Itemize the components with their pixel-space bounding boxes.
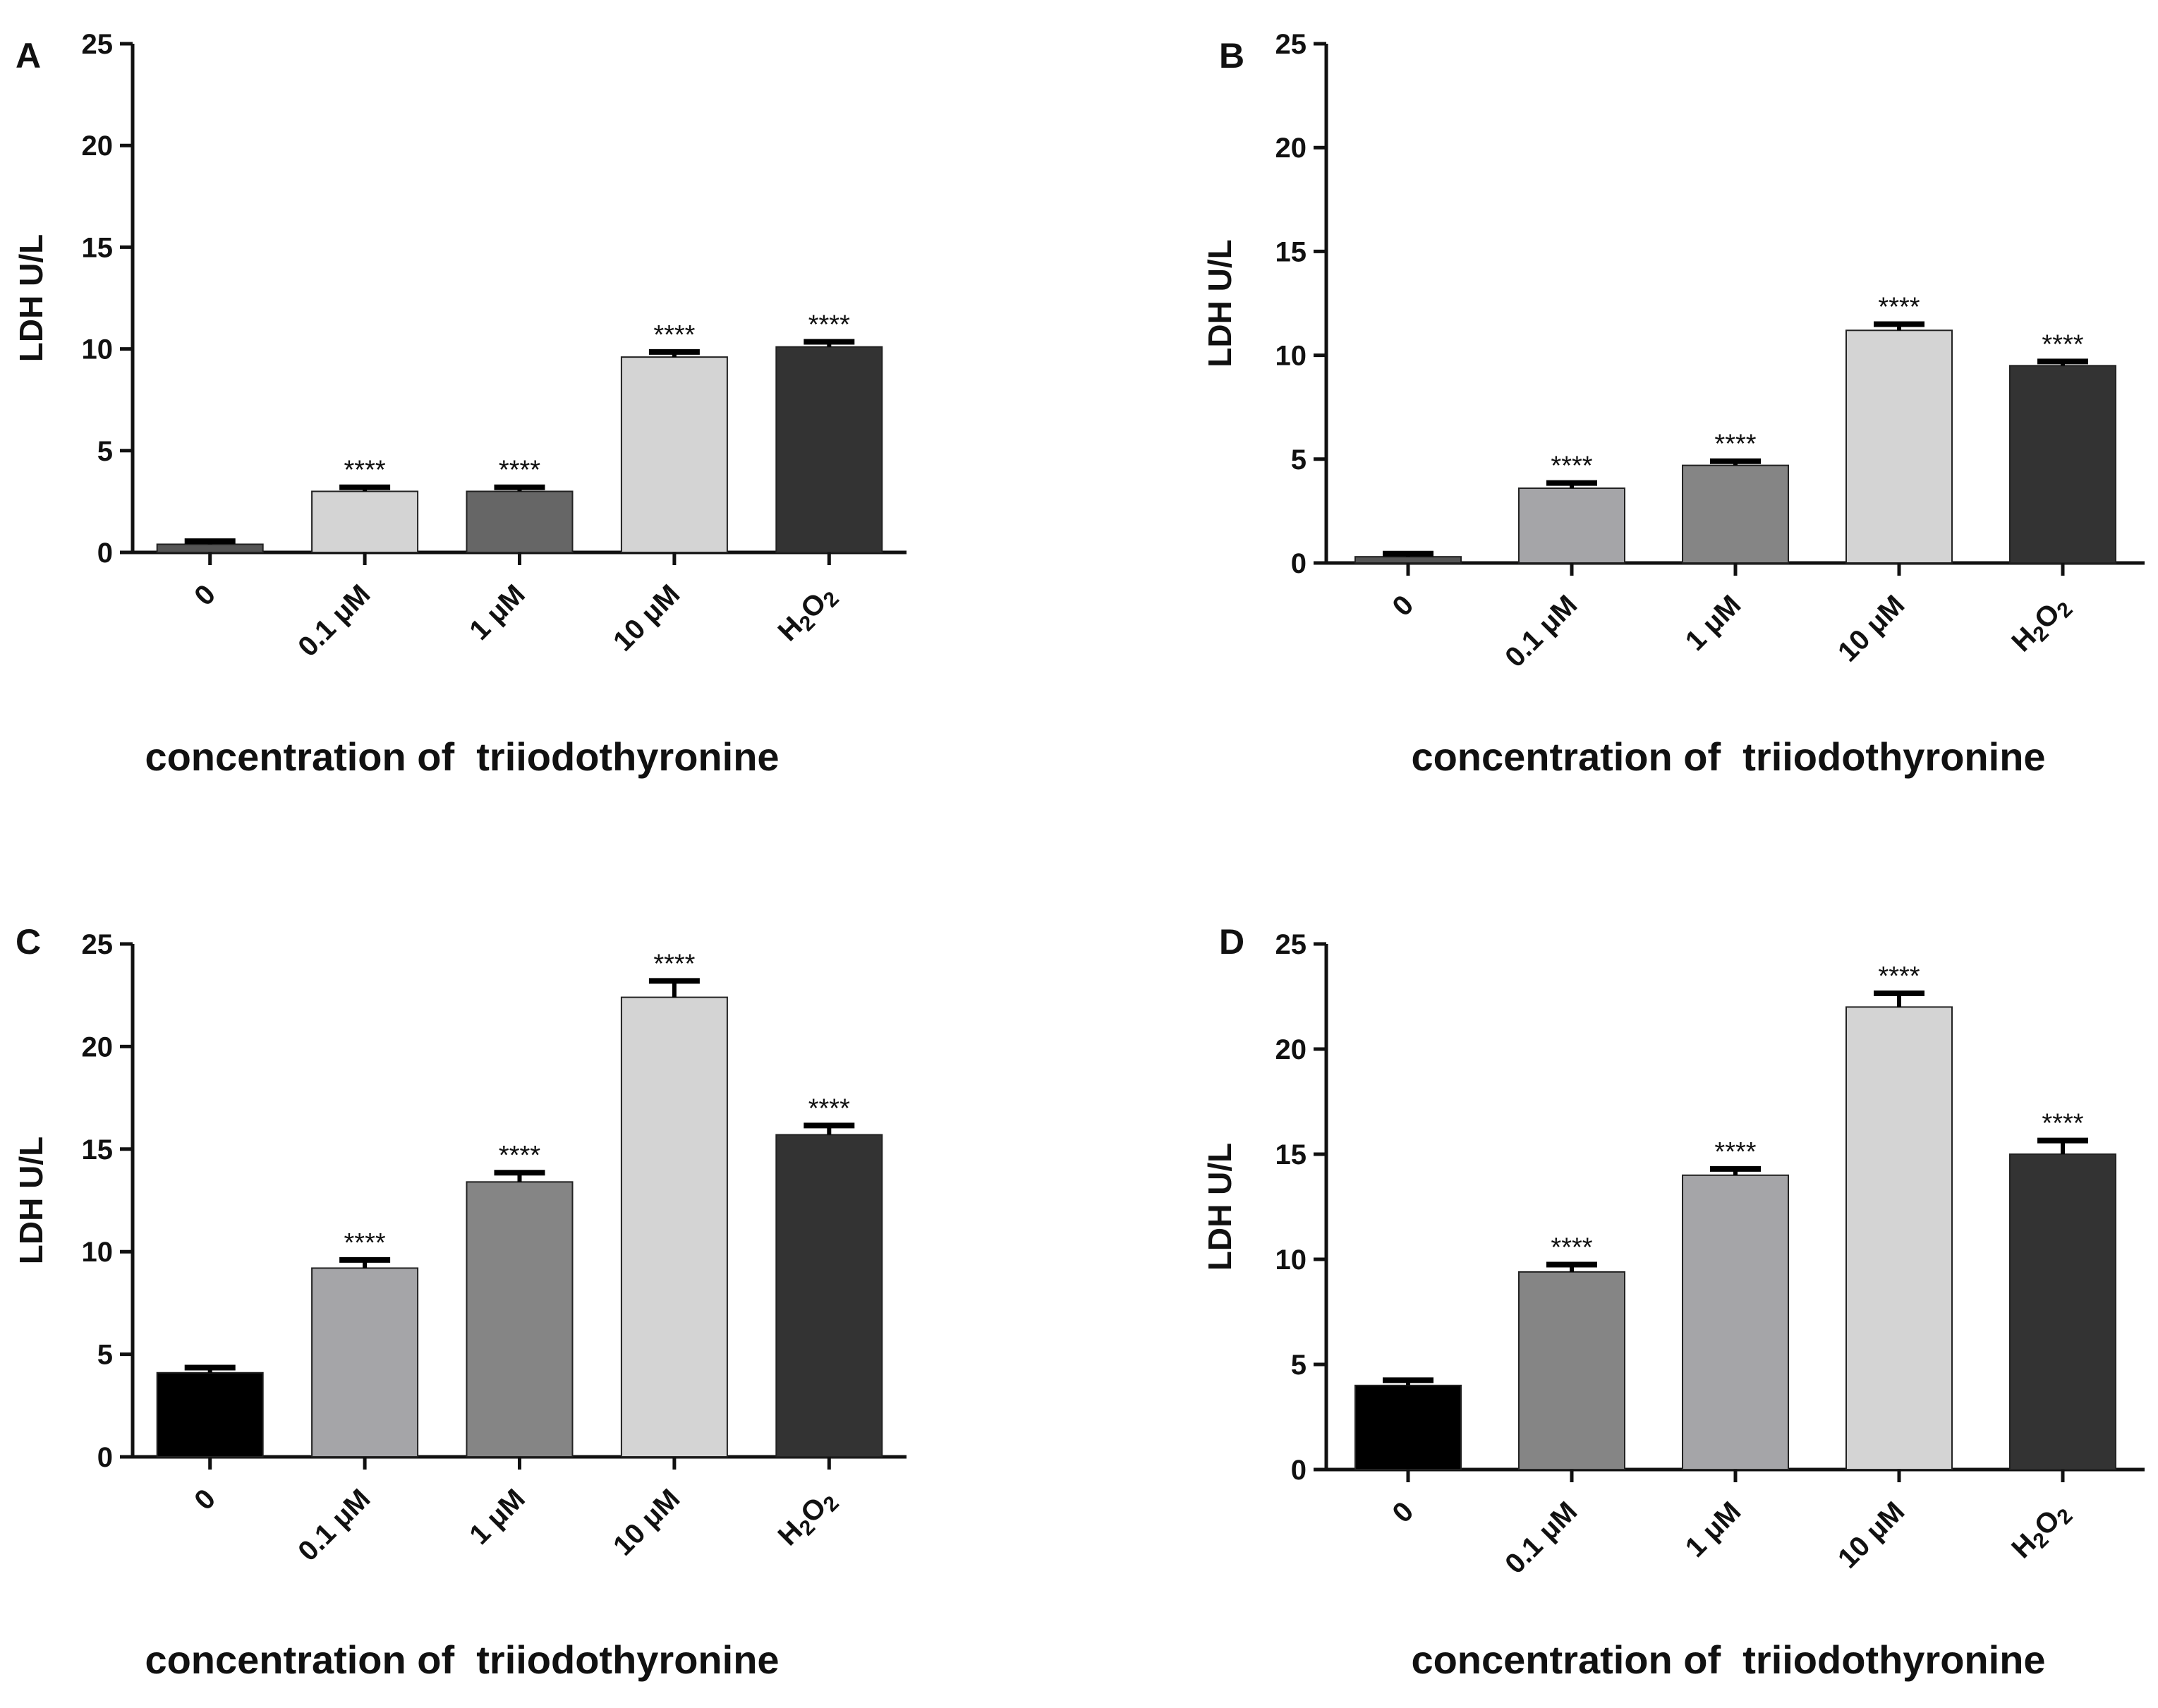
- bar: [1682, 464, 1789, 564]
- y-tick-label: 20: [1275, 1034, 1307, 1065]
- y-tick-label: 10: [1275, 1244, 1307, 1276]
- bar: [1518, 487, 1625, 564]
- panel-letter: B: [1219, 36, 1244, 75]
- y-tick-label: 0: [1291, 548, 1307, 579]
- x-axis-label: concentration of triiodothyronine: [1411, 734, 2045, 779]
- bar: [1354, 1384, 1462, 1471]
- y-axis-label: LDH U/L: [1201, 1143, 1238, 1271]
- significance-label: ****: [653, 320, 695, 350]
- panel-letter: D: [1219, 922, 1244, 962]
- significance-label: ****: [1878, 292, 1920, 322]
- x-tick-label: H2O2: [772, 1483, 844, 1554]
- x-axis-label: concentration of triiodothyronine: [145, 734, 779, 779]
- x-tick-label: 1 μM: [463, 1483, 531, 1551]
- x-tick-label: 0.1 μM: [1499, 1496, 1583, 1580]
- y-tick-label: 10: [82, 334, 114, 365]
- x-tick-label: 0.1 μM: [292, 579, 376, 662]
- x-tick-label: 0: [188, 1483, 222, 1516]
- chart-panel-a: A 0 5 10 15 20 25 LDH U/L 0 0.1 μM **** 1 μM **** 10 …: [13, 29, 907, 779]
- x-tick-label: 1 μM: [463, 579, 531, 646]
- chart-panel-c: C 0 5 10 15 20 25 LDH U/L 0 0.1 μM **** 1 μM **** 10 …: [13, 922, 907, 1682]
- y-axis-label: LDH U/L: [13, 1137, 49, 1264]
- y-tick-label: 5: [1291, 1350, 1307, 1381]
- bar: [156, 1371, 264, 1458]
- y-tick-label: 25: [82, 929, 114, 960]
- x-tick-label: 10 μM: [607, 1483, 686, 1561]
- significance-label: ****: [1878, 962, 1920, 991]
- bar: [1518, 1271, 1625, 1470]
- significance-label: ****: [808, 310, 850, 340]
- x-tick-label: H2O2: [2006, 1496, 2077, 1567]
- y-tick-label: 25: [82, 29, 114, 60]
- bar: [775, 346, 883, 553]
- y-tick-label: 10: [82, 1237, 114, 1268]
- bar: [311, 490, 419, 553]
- x-tick-label: 1 μM: [1680, 1496, 1747, 1563]
- y-tick-label: 5: [97, 1340, 113, 1371]
- x-tick-label: 1 μM: [1680, 589, 1747, 657]
- y-tick-label: 25: [1275, 29, 1307, 60]
- y-tick-label: 5: [97, 436, 113, 467]
- bar: [775, 1134, 883, 1458]
- panel-letter: A: [16, 36, 41, 75]
- x-tick-label: H2O2: [772, 579, 844, 650]
- y-tick-label: 20: [82, 1031, 114, 1062]
- significance-label: ****: [344, 1228, 386, 1258]
- x-tick-label: 10 μM: [607, 579, 686, 657]
- x-tick-label: 10 μM: [1832, 1496, 1910, 1574]
- y-tick-label: 0: [97, 538, 113, 569]
- bar: [620, 356, 728, 553]
- y-tick-label: 10: [1275, 341, 1307, 372]
- x-tick-label: 0: [1387, 589, 1420, 622]
- x-tick-label: 0.1 μM: [1499, 589, 1583, 673]
- bar: [2009, 1153, 2116, 1470]
- y-tick-label: 15: [1275, 236, 1307, 267]
- significance-label: ****: [344, 456, 386, 485]
- bar: [2009, 365, 2116, 564]
- bar: [1354, 556, 1462, 564]
- y-tick-label: 15: [82, 232, 114, 263]
- x-tick-label: 10 μM: [1832, 589, 1910, 667]
- x-axis-label: concentration of triiodothyronine: [1411, 1637, 2045, 1682]
- bar: [1845, 1006, 1953, 1470]
- significance-label: ****: [653, 949, 695, 979]
- significance-label: ****: [1714, 1137, 1756, 1167]
- bar: [620, 996, 728, 1458]
- y-tick-label: 0: [1291, 1455, 1307, 1486]
- bar: [466, 1181, 574, 1458]
- bar: [156, 543, 264, 553]
- significance-label: ****: [499, 456, 540, 485]
- bar: [1682, 1174, 1789, 1471]
- x-tick-label: 0: [1387, 1496, 1420, 1529]
- chart-panel-d: D 0 5 10 15 20 25 LDH U/L 0 0.1 μM **** 1 μM **** 10 …: [1201, 922, 2145, 1682]
- significance-label: ****: [808, 1094, 850, 1123]
- y-tick-label: 15: [1275, 1139, 1307, 1170]
- x-tick-label: 0: [188, 579, 222, 612]
- y-tick-label: 25: [1275, 929, 1307, 960]
- bar: [1845, 329, 1953, 564]
- y-tick-label: 15: [82, 1134, 114, 1165]
- bar: [466, 490, 574, 553]
- x-tick-label: H2O2: [2006, 589, 2077, 660]
- y-tick-label: 5: [1291, 444, 1307, 476]
- x-axis-label: concentration of triiodothyronine: [145, 1637, 779, 1682]
- y-tick-label: 0: [97, 1442, 113, 1473]
- y-tick-label: 20: [1275, 133, 1307, 164]
- y-tick-label: 20: [82, 131, 114, 162]
- y-axis-label: LDH U/L: [13, 234, 49, 362]
- significance-label: ****: [2042, 1109, 2083, 1139]
- chart-panel-b: B 0 5 10 15 20 25 LDH U/L 0 0.1 μM **** 1 μM **** 10 …: [1201, 29, 2145, 779]
- significance-label: ****: [499, 1141, 540, 1170]
- significance-label: ****: [1551, 452, 1592, 481]
- significance-label: ****: [2042, 329, 2083, 359]
- significance-label: ****: [1551, 1232, 1592, 1262]
- significance-label: ****: [1714, 430, 1756, 459]
- y-axis-label: LDH U/L: [1201, 239, 1238, 367]
- panel-letter: C: [16, 922, 41, 962]
- x-tick-label: 0.1 μM: [292, 1483, 376, 1567]
- bar: [311, 1267, 419, 1458]
